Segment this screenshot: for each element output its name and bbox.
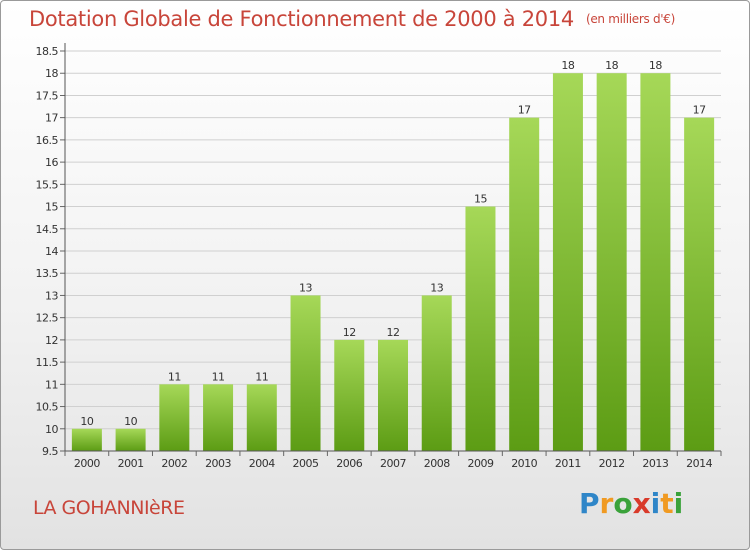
bar-2002 (159, 384, 190, 451)
place-name: LA GOHANNIèRE (33, 497, 185, 519)
y-tick-label: 18.5 (36, 45, 59, 58)
bar-2006 (334, 339, 365, 451)
x-tick-label-2012: 2012 (599, 457, 625, 470)
y-tick-label: 15 (45, 201, 58, 214)
labels: 10 2000 10 2001 11 2002 11 2003 11 2004 13 2005 12 20… (74, 59, 713, 470)
value-label-2002: 11 (168, 370, 181, 383)
value-label-2013: 18 (649, 59, 662, 72)
bar-2003 (203, 384, 234, 451)
y-tick-label: 17 (45, 112, 58, 125)
value-label-2010: 17 (518, 104, 531, 117)
bar-2007 (378, 339, 408, 451)
x-tick-label-2006: 2006 (336, 457, 362, 470)
x-tick-label-2007: 2007 (380, 457, 406, 470)
value-label-2004: 11 (255, 370, 268, 383)
bar-2014 (684, 117, 715, 452)
logo-letter: P (579, 487, 600, 520)
y-tick-label: 15.5 (36, 178, 59, 191)
x-tick-label-2010: 2010 (511, 457, 537, 470)
proxiti-logo: Proxiti (579, 487, 683, 520)
value-label-2000: 10 (80, 415, 93, 428)
bar-2000 (71, 428, 102, 451)
logo-letter: i (673, 487, 684, 520)
x-tick-label-2000: 2000 (74, 457, 100, 470)
value-label-2011: 18 (561, 59, 574, 72)
y-tick-label: 14.5 (36, 223, 59, 236)
x-tick-label-2008: 2008 (424, 457, 450, 470)
y-tick-label: 18 (45, 67, 58, 80)
unit-note: (en milliers d'€) (585, 12, 675, 26)
y-tick-label: 12.5 (36, 312, 59, 325)
x-tick-label-2001: 2001 (118, 457, 144, 470)
x-tick-label-2009: 2009 (467, 457, 493, 470)
value-label-2007: 12 (387, 326, 400, 339)
y-tick-label: 12 (45, 334, 58, 347)
x-tick-label-2003: 2003 (205, 457, 231, 470)
y-tick-label: 11.5 (36, 356, 59, 369)
y-tick-label: 10 (45, 423, 58, 436)
axes: 9.5 10 10.5 11 11.5 12 12.5 13 13.5 14 14.5 15 15.5 1… (36, 43, 722, 458)
bar-2011 (552, 73, 583, 451)
logo-letter: t (660, 487, 674, 520)
value-label-2003: 11 (212, 370, 225, 383)
logo-letter: o (613, 487, 633, 520)
logo-letter: i (650, 487, 661, 520)
y-tick-label: 13 (45, 289, 58, 302)
y-tick-label: 16 (45, 156, 58, 169)
value-label-2006: 12 (343, 326, 356, 339)
logo-letter: x (632, 487, 651, 520)
bar-2013 (640, 73, 671, 451)
y-tick-label: 17.5 (36, 89, 59, 102)
x-tick-label-2014: 2014 (686, 457, 712, 470)
bar-2009 (465, 206, 496, 451)
chart-title: Dotation Globale de Fonctionnement de 20… (29, 7, 675, 31)
bar-2004 (246, 384, 277, 451)
y-tick-label: 14 (45, 245, 58, 258)
value-label-2014: 17 (693, 104, 706, 117)
x-tick-label-2005: 2005 (293, 457, 319, 470)
y-tick-label: 11 (45, 378, 58, 391)
title-text: Dotation Globale de Fonctionnement de 20… (29, 7, 574, 31)
x-tick-label-2004: 2004 (249, 457, 275, 470)
bar-2012 (596, 73, 627, 451)
y-tick-label: 16.5 (36, 134, 59, 147)
bar-2005 (290, 295, 321, 451)
y-tick-label: 10.5 (36, 401, 59, 414)
bar-2001 (115, 428, 146, 451)
bars (71, 73, 715, 452)
bar-2008 (421, 295, 452, 451)
x-tick-label-2013: 2013 (642, 457, 668, 470)
bar-2010 (509, 117, 540, 452)
y-tick-label: 13.5 (36, 267, 59, 280)
value-label-2012: 18 (605, 59, 618, 72)
logo-letter: r (599, 487, 614, 520)
value-label-2008: 13 (430, 281, 443, 294)
value-label-2001: 10 (124, 415, 137, 428)
x-tick-label-2011: 2011 (555, 457, 581, 470)
y-tick-label: 9.5 (42, 445, 58, 458)
value-label-2005: 13 (299, 281, 312, 294)
value-label-2009: 15 (474, 193, 487, 206)
x-tick-label-2002: 2002 (161, 457, 187, 470)
